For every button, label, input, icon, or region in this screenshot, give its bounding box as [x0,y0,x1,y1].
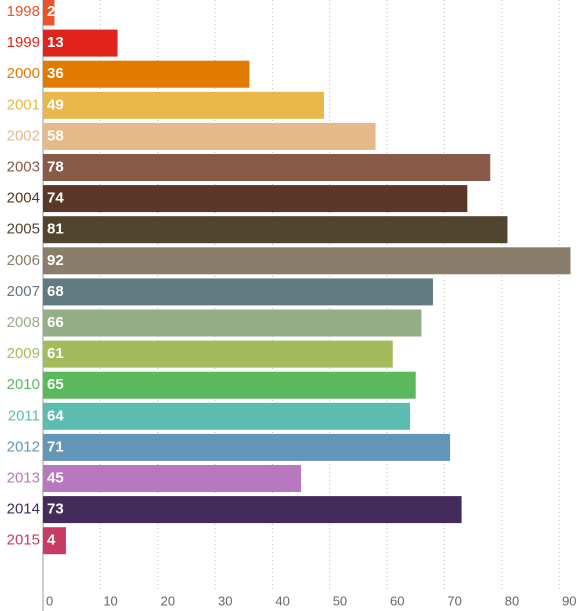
x-tick-label: 90 [562,593,576,608]
bar [43,29,118,57]
year-label: 2000 [7,65,40,82]
value-label: 68 [47,283,64,300]
bar [43,340,393,368]
x-tick-label: 80 [505,593,519,608]
value-label: 74 [47,190,64,207]
year-label: 2001 [7,96,40,113]
year-label: 2009 [7,345,40,362]
value-label: 49 [47,96,64,113]
year-label: 2014 [7,501,40,518]
bar [43,371,416,399]
value-label: 45 [47,469,64,486]
bar [43,185,468,213]
year-label: 2007 [7,283,40,300]
x-tick-label: 50 [333,593,347,608]
year-label: 2012 [7,438,40,455]
x-tick-label: 40 [275,593,289,608]
value-label: 81 [47,221,64,238]
x-tick-label: 60 [390,593,404,608]
value-label: 13 [47,34,64,51]
value-label: 71 [47,438,64,455]
year-label: 2002 [7,127,40,144]
year-label: 1999 [7,34,40,51]
bar [43,496,462,524]
year-label: 2004 [7,190,40,207]
year-label: 2010 [7,376,40,393]
bar [43,247,571,275]
year-label: 2015 [7,532,40,549]
value-label: 4 [47,532,56,549]
year-label: 2006 [7,252,40,269]
year-label: 2003 [7,158,40,175]
year-label: 1998 [7,3,40,20]
bar [43,216,508,244]
bar [43,309,422,337]
bar [43,465,302,492]
bar [43,402,410,430]
value-label: 64 [47,407,64,424]
bar [43,433,451,461]
value-label: 36 [47,65,64,82]
year-label: 2005 [7,221,40,238]
value-label: 58 [47,127,64,144]
value-label: 61 [47,345,64,362]
bar [43,122,376,150]
x-tick-label: 20 [161,593,175,608]
value-label: 73 [47,501,64,518]
year-label: 2011 [8,407,40,424]
value-label: 92 [47,252,64,269]
bar [43,60,250,88]
bar [43,278,433,306]
x-tick-label: 10 [103,593,117,608]
year-label: 2008 [7,314,40,331]
value-label: 2 [47,3,55,20]
value-label: 65 [47,376,64,393]
bar [43,91,324,119]
x-tick-label: 30 [218,593,232,608]
year-label: 2013 [7,469,40,486]
bar [43,154,491,181]
x-tick-label: 0 [46,593,53,608]
value-label: 66 [47,314,64,331]
bar [43,0,55,26]
bar [43,527,66,555]
value-label: 78 [47,158,64,175]
x-tick-label: 70 [447,593,461,608]
